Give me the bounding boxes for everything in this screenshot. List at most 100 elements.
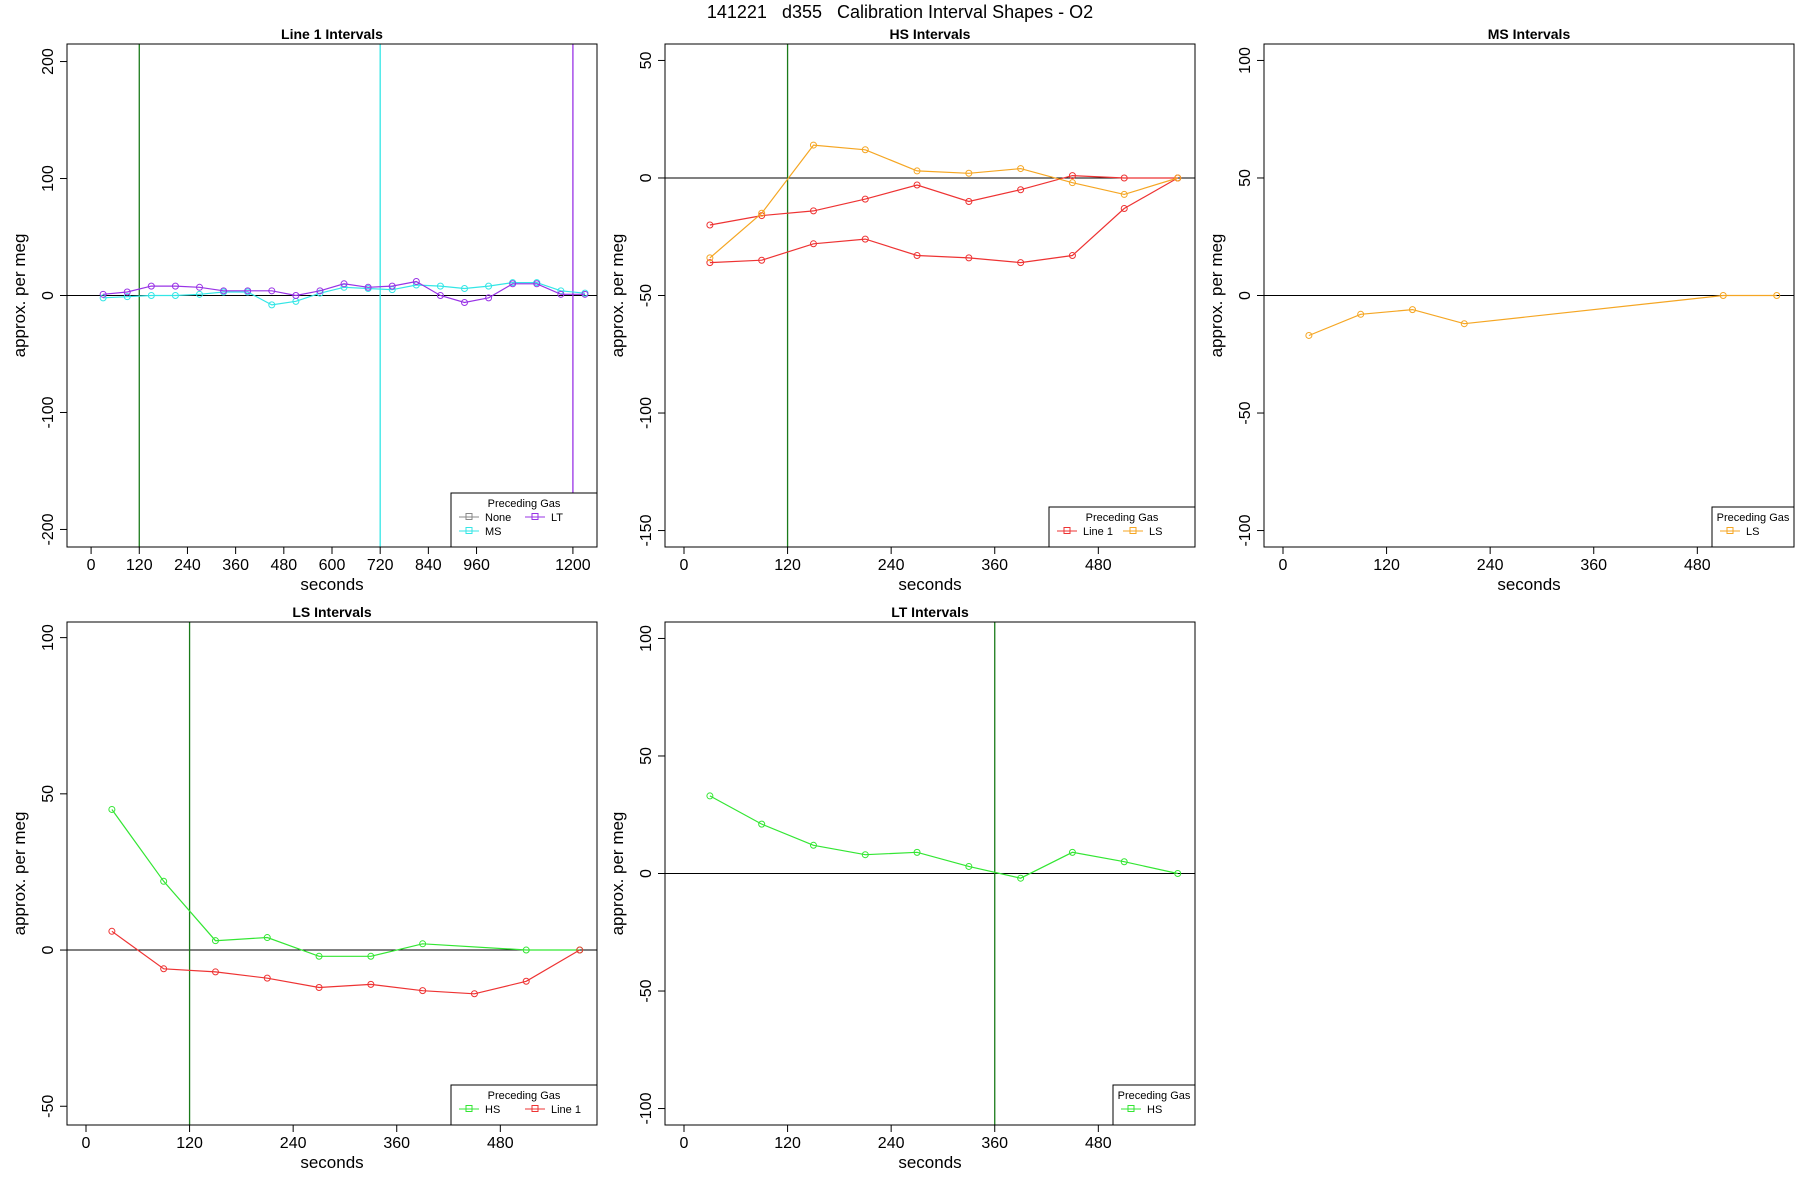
legend-box: [1048, 506, 1196, 548]
y-axis-label: approx. per meg: [10, 812, 29, 936]
chart-hs: HS Intervals 0 120 240 360 480 -150 -100 -50 0 50 s…: [608, 26, 1196, 594]
data-point: [965, 197, 973, 205]
data-point: [1068, 179, 1076, 187]
series-line-line-1-a-: [709, 174, 1178, 226]
data-point: [108, 805, 116, 813]
y-axis-label: approx. per meg: [608, 234, 627, 358]
legend-box: [450, 1084, 598, 1126]
legend: Preceding Gas HS Line 1: [450, 1084, 598, 1126]
x-tick-label: 240: [878, 557, 905, 574]
data-point: [461, 299, 468, 307]
y-axis-label: approx. per meg: [1207, 234, 1226, 358]
data-point: [576, 946, 584, 954]
x-tick-label: 240: [878, 1135, 905, 1152]
legend-title: Preceding Gas: [1717, 512, 1790, 524]
legend-label: LS: [1149, 526, 1162, 538]
data-point: [412, 277, 420, 285]
chart-title: Line 1 Intervals: [281, 26, 383, 42]
data-point: [1068, 848, 1076, 856]
y-tick-label: -100: [638, 397, 655, 429]
legend-title: Preceding Gas: [488, 498, 561, 510]
data-point: [913, 848, 921, 856]
y-tick-label: -50: [638, 284, 655, 307]
data-point: [1120, 174, 1128, 182]
data-point: [861, 851, 869, 859]
data-point: [160, 965, 168, 973]
chart-lt: LT Intervals 0 120 240 360 480 -100 -50 0 50 100 se…: [608, 604, 1196, 1172]
x-axis-label: seconds: [300, 1153, 363, 1172]
legend-swatch-marker: [531, 513, 539, 520]
data-point: [965, 169, 973, 177]
data-point: [485, 294, 493, 302]
x-tick-label: 480: [487, 1135, 514, 1152]
y-tick-label: 50: [638, 747, 655, 765]
data-point: [913, 167, 921, 175]
data-point: [809, 141, 817, 149]
legend-box: [1711, 506, 1795, 548]
x-tick-label: 600: [319, 557, 346, 574]
data-point: [147, 282, 155, 290]
legend-label: LS: [1746, 526, 1759, 538]
data-point: [315, 984, 323, 992]
x-tick-label: 240: [174, 557, 201, 574]
chart-ms: MS Intervals 0 120 240 360 480 -100 -50 0 50 100 se…: [1207, 26, 1795, 594]
data-point: [461, 284, 468, 292]
y-tick-label: -200: [40, 513, 57, 545]
legend-label: HS: [1147, 1104, 1162, 1116]
x-tick-label: 960: [463, 557, 490, 574]
legend-title: Preceding Gas: [488, 1090, 561, 1102]
plot-area: [67, 622, 597, 1125]
data-point: [1017, 186, 1025, 194]
x-tick-label: 720: [367, 557, 394, 574]
data-point: [1017, 259, 1025, 267]
data-point: [1408, 306, 1416, 314]
legend-label: HS: [485, 1104, 500, 1116]
chart-title: LT Intervals: [891, 604, 969, 620]
x-tick-label: 0: [680, 557, 689, 574]
y-tick-label: 100: [40, 624, 57, 651]
legend-swatch-marker: [465, 513, 473, 520]
legend-swatch-marker: [1127, 1105, 1135, 1112]
data-point: [758, 209, 766, 217]
legend: Preceding Gas None LT MS: [450, 492, 598, 548]
legend-label: MS: [485, 526, 502, 538]
x-tick-label: 0: [87, 557, 96, 574]
series-line-ls: [1308, 294, 1777, 337]
y-tick-label: 100: [1237, 47, 1254, 74]
x-axis-label: seconds: [898, 1153, 961, 1172]
x-tick-label: 0: [680, 1135, 689, 1152]
data-point: [419, 940, 427, 948]
y-tick-label: -100: [40, 396, 57, 428]
data-point: [758, 820, 766, 828]
data-point: [1120, 205, 1128, 213]
chart-ls: LS Intervals 0 120 240 360 480 -50 0 50 100 second…: [10, 604, 598, 1172]
data-point: [147, 292, 155, 299]
legend-swatch-marker: [465, 527, 473, 534]
x-axis-label: seconds: [1497, 575, 1560, 594]
data-point: [419, 987, 427, 995]
x-tick-label: 120: [774, 557, 801, 574]
x-tick-label: 360: [383, 1135, 410, 1152]
legend: Preceding Gas HS: [1112, 1084, 1196, 1126]
data-point: [1460, 320, 1468, 328]
y-tick-label: 100: [40, 165, 57, 192]
x-tick-label: 480: [1085, 557, 1112, 574]
data-point: [436, 282, 444, 290]
y-tick-label: -50: [1237, 401, 1254, 424]
data-point: [965, 862, 973, 870]
data-point: [1357, 310, 1365, 318]
series-line-line-1-b-: [709, 177, 1178, 264]
chart-title: HS Intervals: [890, 26, 971, 42]
data-point: [706, 259, 714, 267]
series-line-ls: [709, 144, 1178, 259]
data-point: [522, 946, 530, 954]
x-tick-label: 240: [1477, 557, 1504, 574]
data-point: [913, 252, 921, 260]
plot-area: [665, 622, 1195, 1125]
legend-label: LT: [551, 512, 563, 524]
data-point: [196, 290, 203, 298]
series-line-line-1: [111, 930, 581, 995]
x-tick-label: 0: [82, 1135, 91, 1152]
data-point: [861, 146, 869, 154]
